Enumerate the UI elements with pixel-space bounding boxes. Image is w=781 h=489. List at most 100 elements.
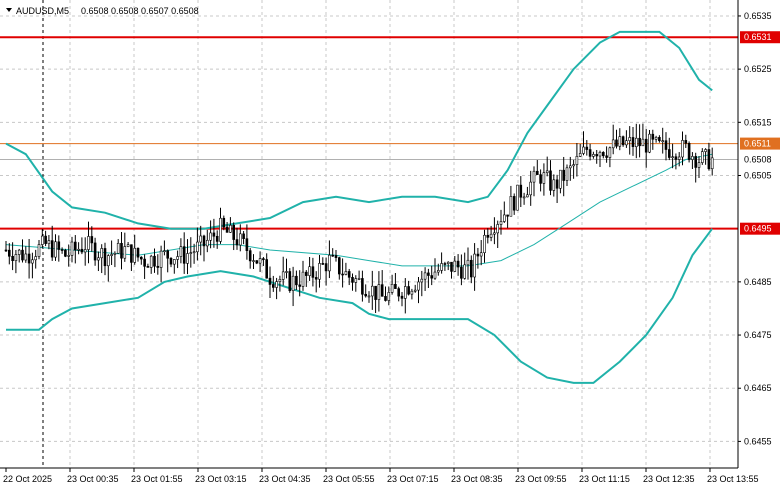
y-tick-label: 0.6465 (744, 383, 772, 393)
candle-body (80, 248, 84, 253)
candle-body (410, 290, 414, 295)
candle-body (532, 170, 536, 183)
candle-body (545, 170, 549, 173)
candle-body (146, 266, 150, 268)
candle-body (496, 224, 500, 234)
candle-body (130, 244, 133, 263)
candle-body (661, 140, 665, 142)
candle-body (671, 156, 674, 159)
candle-body (450, 261, 453, 272)
band-line-middle (5, 153, 713, 267)
candle-body (281, 271, 285, 280)
candle-body (31, 259, 34, 264)
candle-body (446, 261, 450, 265)
level-tag-text: 0.6511 (744, 139, 771, 149)
symbol-label: AUDUSD,M5 (16, 6, 69, 16)
candle-body (149, 255, 153, 268)
candle-body (202, 235, 206, 247)
candle-body (526, 194, 529, 198)
candle-body (417, 281, 420, 291)
candle-body (463, 264, 467, 279)
candle-body (169, 257, 173, 265)
candle-body (440, 263, 443, 271)
candle-body (17, 249, 21, 255)
candle-body (298, 284, 302, 287)
candle-body (403, 286, 407, 299)
candle-body (222, 217, 226, 228)
x-axis: 22 Oct 2025 23 Oct 00:35 23 Oct 01:55 23 Oc… (3, 468, 759, 484)
candle-body (509, 196, 513, 217)
candle-body (384, 296, 387, 301)
y-tick-label: 0.6455 (744, 436, 772, 446)
candle-body (651, 133, 655, 140)
candle-body (397, 288, 401, 297)
y-axis: 0.6535 0.6525 0.6515 0.6505 0.6485 0.6475 0.64… (738, 11, 772, 446)
candle-body (318, 263, 321, 280)
candle-body (351, 277, 354, 283)
candle-body (549, 170, 552, 191)
candle-body (176, 256, 179, 260)
current-price-tag-text: 0.6508 (744, 155, 772, 165)
candle-body (199, 235, 202, 243)
candle-body (400, 295, 404, 299)
grid (0, 0, 738, 468)
candle-body (116, 242, 120, 254)
candle-body (588, 149, 592, 157)
candle-body (638, 137, 641, 147)
candle-body (126, 244, 130, 247)
candle-body (621, 136, 625, 146)
candle-body (473, 253, 476, 278)
candle-body (248, 250, 252, 262)
candle-body (519, 184, 523, 198)
candle-body (489, 233, 493, 238)
candle-body (163, 250, 166, 252)
candle-body (641, 138, 645, 147)
candle-body (700, 151, 704, 163)
candle-body (694, 156, 698, 168)
candle-body (215, 235, 219, 242)
candle-body (654, 137, 658, 140)
candle-body (262, 258, 265, 260)
dropdown-arrow-icon[interactable] (6, 8, 12, 12)
candle-body (258, 258, 262, 264)
candle-body (601, 152, 605, 157)
candle-body (186, 253, 189, 264)
x-tick-label: 23 Oct 00:35 (67, 474, 119, 484)
candle-body (57, 241, 61, 250)
candle-body (232, 224, 235, 240)
candle-body (229, 224, 232, 233)
candle-body (27, 253, 31, 264)
candle-body (466, 259, 470, 266)
candle-body (476, 253, 480, 257)
candle-body (107, 255, 110, 267)
candle-body (275, 281, 278, 288)
candle-body (11, 255, 14, 261)
candle-body (324, 263, 328, 272)
candle-body (608, 147, 612, 158)
candle-body (304, 271, 308, 276)
candle-body (219, 217, 222, 242)
candle-body (615, 139, 618, 147)
candle-body (667, 149, 671, 158)
candle-body (90, 236, 94, 244)
x-tick-label: 22 Oct 2025 (3, 474, 52, 484)
x-tick-label: 23 Oct 05:55 (323, 474, 375, 484)
candle-body (4, 249, 8, 252)
candle-body (377, 284, 381, 300)
candle-body (60, 249, 64, 251)
candle-body (37, 244, 41, 257)
candle-body (499, 221, 503, 225)
candle-body (658, 137, 661, 142)
candle-body (664, 140, 668, 150)
x-tick-label: 23 Oct 03:15 (195, 474, 247, 484)
candle-body (430, 275, 434, 279)
candle-body (354, 278, 358, 283)
candle-body (394, 283, 397, 289)
candle-body (374, 285, 377, 300)
candle-body (370, 285, 374, 297)
bollinger-bands (5, 30, 714, 384)
candle-body (166, 250, 169, 259)
candle-body (443, 263, 447, 265)
candle-body (357, 278, 361, 280)
